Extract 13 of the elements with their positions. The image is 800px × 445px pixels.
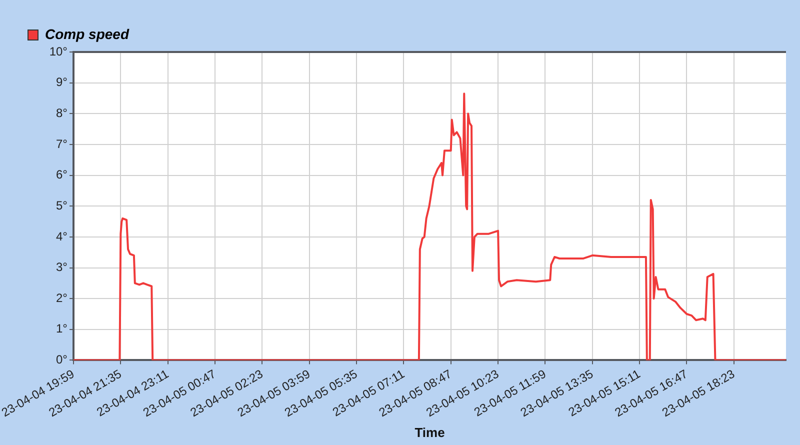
y-tick-label: 8° bbox=[56, 106, 68, 120]
x-axis-title: Time bbox=[414, 424, 445, 440]
y-tick-label: 9° bbox=[56, 75, 68, 90]
y-tick-label: 2° bbox=[56, 290, 68, 305]
y-tick-label: 5° bbox=[56, 198, 68, 212]
y-tick-label: 0° bbox=[56, 352, 68, 367]
y-tick-label: 3° bbox=[56, 260, 68, 274]
y-tick-label: 7° bbox=[56, 136, 68, 151]
y-tick-label: 1° bbox=[56, 322, 68, 336]
y-tick-label: 4° bbox=[56, 229, 68, 244]
y-tick-label: 6° bbox=[56, 168, 68, 182]
legend-label: Comp speed bbox=[45, 26, 130, 42]
y-tick-label: 10° bbox=[49, 44, 68, 58]
